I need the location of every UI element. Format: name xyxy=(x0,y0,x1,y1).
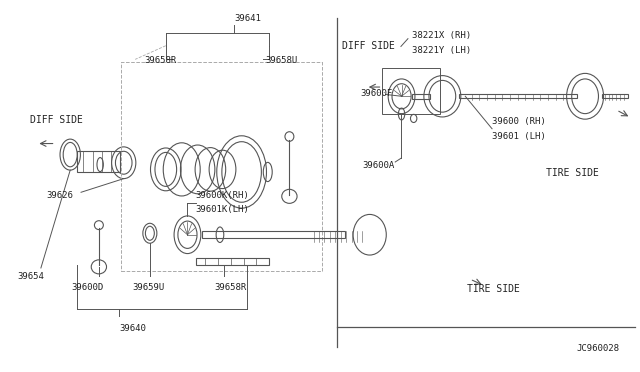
Text: 38221X (RH): 38221X (RH) xyxy=(412,31,472,40)
Bar xyxy=(77,151,120,172)
Text: 39658R: 39658R xyxy=(145,56,177,65)
Bar xyxy=(412,94,430,99)
Text: DIFF SIDE: DIFF SIDE xyxy=(342,41,395,51)
Bar xyxy=(121,62,322,271)
Bar xyxy=(459,94,577,99)
Text: 39626: 39626 xyxy=(46,191,73,200)
Text: 39601 (LH): 39601 (LH) xyxy=(492,132,546,141)
Text: 39600A: 39600A xyxy=(363,161,395,170)
Bar xyxy=(602,94,628,99)
Text: 39600D: 39600D xyxy=(72,283,104,292)
Text: 39601K(LH): 39601K(LH) xyxy=(196,205,250,215)
Text: DIFF SIDE: DIFF SIDE xyxy=(30,115,83,125)
Text: 39600F: 39600F xyxy=(360,89,392,98)
Bar xyxy=(382,68,440,114)
Text: 39600K(RH): 39600K(RH) xyxy=(196,191,250,200)
Text: 38221Y (LH): 38221Y (LH) xyxy=(412,46,472,55)
Text: 39658U: 39658U xyxy=(266,56,298,65)
Text: 39640: 39640 xyxy=(119,324,146,333)
Text: 39641: 39641 xyxy=(234,13,261,22)
Text: 39658R: 39658R xyxy=(215,283,247,292)
Bar xyxy=(202,231,346,238)
Text: 39654: 39654 xyxy=(17,272,44,281)
Text: 39600 (RH): 39600 (RH) xyxy=(492,117,546,126)
Text: TIRE SIDE: TIRE SIDE xyxy=(546,168,599,178)
Bar xyxy=(196,258,269,264)
Text: JC960028: JC960028 xyxy=(577,344,620,353)
Text: 39659U: 39659U xyxy=(132,283,164,292)
Text: TIRE SIDE: TIRE SIDE xyxy=(467,284,520,294)
